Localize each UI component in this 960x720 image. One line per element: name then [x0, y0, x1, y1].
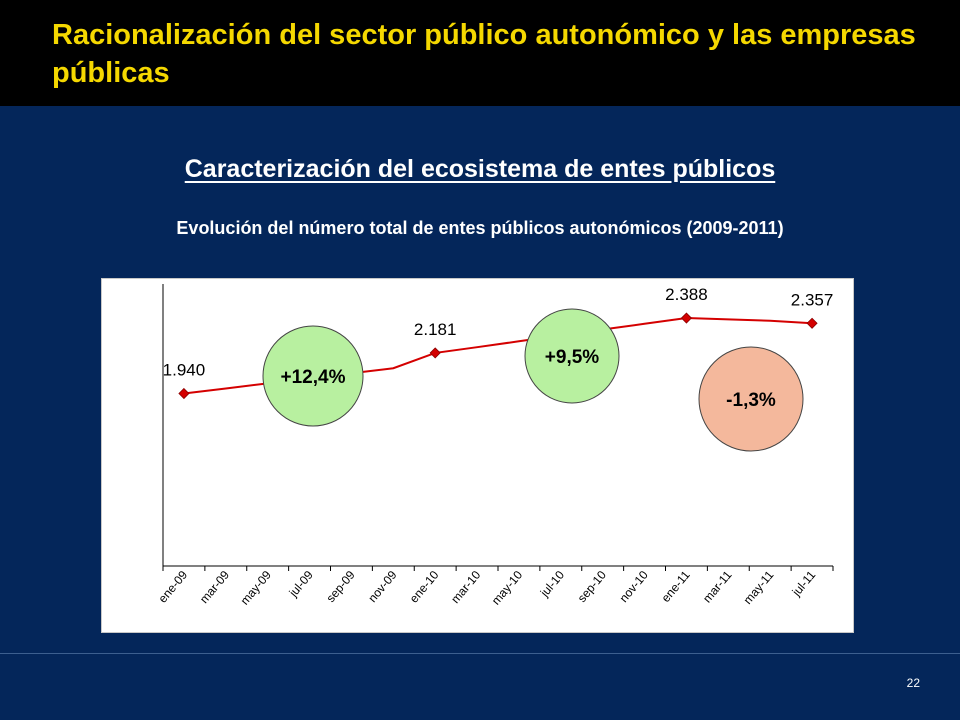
data-point-marker — [178, 387, 190, 400]
x-tick-label: jul-09 — [286, 568, 316, 600]
section-heading: Caracterización del ecosistema de entes … — [0, 155, 960, 184]
chart-panel: ene-09 mar-09 may-09 jul-09 sep-09 nov-09 ene-… — [101, 278, 854, 633]
x-tick-label: sep-09 — [323, 568, 358, 605]
x-tick-label: jul-10 — [537, 568, 567, 600]
x-tick-label: mar-11 — [700, 568, 735, 606]
change-bubble-label: +12,4% — [281, 367, 346, 388]
line-chart: ene-09 mar-09 may-09 jul-09 sep-09 nov-09 ene-… — [155, 284, 834, 608]
x-tick-label: mar-10 — [448, 568, 483, 606]
change-bubble — [698, 346, 804, 452]
chart-subtitle: Evolución del número total de entes públ… — [176, 218, 784, 238]
section-heading-text: Caracterización del ecosistema de entes … — [184, 155, 776, 183]
data-point-marker — [806, 317, 818, 329]
x-tick-label: nov-09 — [365, 568, 400, 605]
x-tick-label: ene-10 — [407, 568, 442, 606]
slide-title: Racionalización del sector público auton… — [52, 19, 916, 89]
change-bubble — [524, 308, 620, 404]
data-point-marker — [429, 347, 441, 359]
change-bubble — [262, 325, 364, 427]
data-label: 2.388 — [665, 285, 708, 304]
footer-divider — [0, 653, 960, 654]
x-tick-label: nov-10 — [617, 568, 652, 605]
x-tick-label: may-09 — [238, 568, 275, 608]
x-tick-label: ene-11 — [659, 568, 693, 605]
x-tick-label: may-10 — [489, 568, 526, 608]
data-label: 2.357 — [791, 290, 834, 309]
x-tick-label: sep-10 — [575, 568, 610, 605]
title-bar — [0, 0, 960, 106]
data-point-marker — [680, 312, 693, 324]
data-label: 2.181 — [414, 320, 457, 339]
change-bubble-label: -1,3% — [726, 390, 776, 411]
data-label: 1.940 — [163, 361, 206, 380]
page-number: 22 — [906, 676, 920, 690]
x-tick-label: jul-11 — [789, 568, 819, 600]
change-bubble-label: +9,5% — [545, 347, 600, 368]
x-tick-label: mar-09 — [197, 568, 232, 606]
x-tick-label: ene-09 — [155, 568, 190, 606]
x-tick-label: may-11 — [741, 568, 777, 607]
